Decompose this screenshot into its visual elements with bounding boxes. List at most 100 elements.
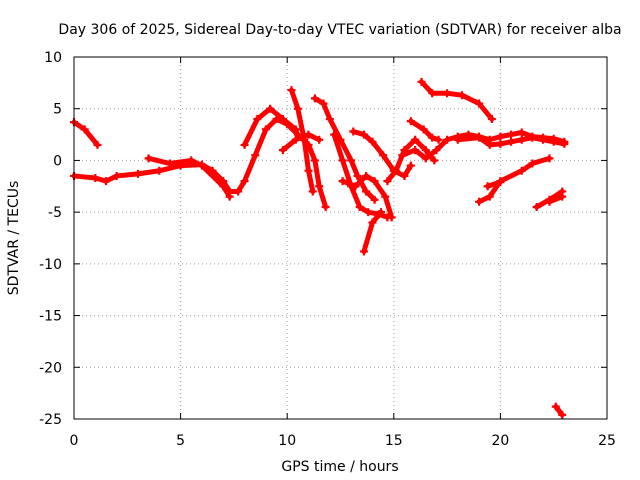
plot-frame (73, 56, 608, 420)
data-point (419, 125, 428, 134)
ticks-layer (73, 56, 608, 420)
data-point (93, 140, 102, 149)
series-arc-6 (287, 86, 317, 196)
series-line (455, 135, 567, 148)
data-point (144, 154, 153, 163)
data-point (517, 135, 526, 144)
data-point (443, 89, 452, 98)
data-point (310, 94, 319, 103)
data-point (507, 130, 516, 139)
data-point (406, 117, 415, 126)
data-point (453, 135, 462, 144)
data-point (558, 192, 567, 201)
x-tick-label: 20 (491, 433, 509, 449)
data-point (485, 140, 494, 149)
data-point (91, 174, 100, 183)
data-point (421, 146, 430, 155)
data-point (362, 171, 371, 180)
data-point (304, 130, 313, 139)
data-point (338, 177, 347, 186)
data-point (315, 182, 324, 191)
data-point (443, 135, 452, 144)
series-line (419, 79, 495, 122)
data-point (545, 154, 554, 163)
data-point (421, 154, 430, 163)
data-point (532, 202, 541, 211)
data-point (558, 410, 567, 419)
data-point (293, 104, 302, 113)
data-point (300, 135, 309, 144)
data-point (368, 137, 377, 146)
data-point (400, 171, 409, 180)
y-tick-label: 5 (53, 102, 62, 118)
x-tick-labels: 0 5 10 15 20 25 (70, 433, 616, 449)
data-point (458, 91, 467, 100)
data-point (528, 159, 537, 168)
data-point (496, 178, 505, 187)
data-point (551, 402, 560, 411)
x-tick-label: 0 (70, 433, 79, 449)
data-point (549, 137, 558, 146)
data-point (321, 202, 330, 211)
data-point (251, 151, 260, 160)
data-point (387, 213, 396, 222)
data-point (261, 125, 270, 134)
x-tick-label: 25 (598, 433, 616, 449)
x-tick-label: 10 (278, 433, 296, 449)
data-point (475, 99, 484, 108)
x-tick-label: 5 (176, 433, 185, 449)
y-tick-label: -5 (48, 205, 62, 221)
data-point (430, 156, 439, 165)
series-arc-14 (406, 117, 443, 144)
y-tick-label: 10 (44, 50, 62, 66)
data-point (353, 171, 362, 180)
data-point (411, 146, 420, 155)
y-tick-label: -10 (39, 257, 62, 273)
data-point (240, 140, 249, 149)
series-arc-15 (417, 77, 496, 124)
data-point (101, 177, 110, 186)
series-arc-9 (338, 171, 396, 222)
data-point (496, 139, 505, 148)
data-point (362, 187, 371, 196)
y-tick-labels: 10 5 0 -5 -10 -15 -20 -25 (39, 50, 62, 428)
data-point (187, 156, 196, 165)
data-point (165, 159, 174, 168)
series-line (384, 137, 437, 184)
data-point (370, 177, 379, 186)
data-point (370, 195, 379, 204)
data-point (347, 156, 356, 165)
data-point (528, 133, 537, 142)
data-point (487, 115, 496, 124)
series-arc-11 (359, 208, 386, 256)
data-point (291, 125, 300, 134)
y-tick-label: -15 (39, 309, 62, 325)
data-point (434, 135, 443, 144)
data-point (287, 86, 296, 95)
data-point (475, 133, 484, 142)
data-point (560, 139, 569, 148)
data-point (507, 137, 516, 146)
data-point (417, 77, 426, 86)
data-point (381, 192, 390, 201)
data-point (240, 177, 249, 186)
x-tick-label: 15 (385, 433, 403, 449)
data-point (349, 127, 358, 136)
data-point (80, 125, 89, 134)
data-point (133, 169, 142, 178)
series-arc-3 (144, 154, 234, 201)
data-point (517, 128, 526, 137)
data-point (406, 161, 415, 170)
data-layer (70, 77, 569, 419)
series-arc-12 (383, 135, 439, 186)
data-point (364, 208, 373, 217)
series-line (280, 132, 322, 153)
data-point (325, 115, 334, 124)
data-point (234, 187, 243, 196)
data-point (391, 166, 400, 175)
data-point (483, 182, 492, 191)
data-point (155, 166, 164, 175)
data-point (266, 104, 275, 113)
grid-layer (74, 57, 607, 419)
